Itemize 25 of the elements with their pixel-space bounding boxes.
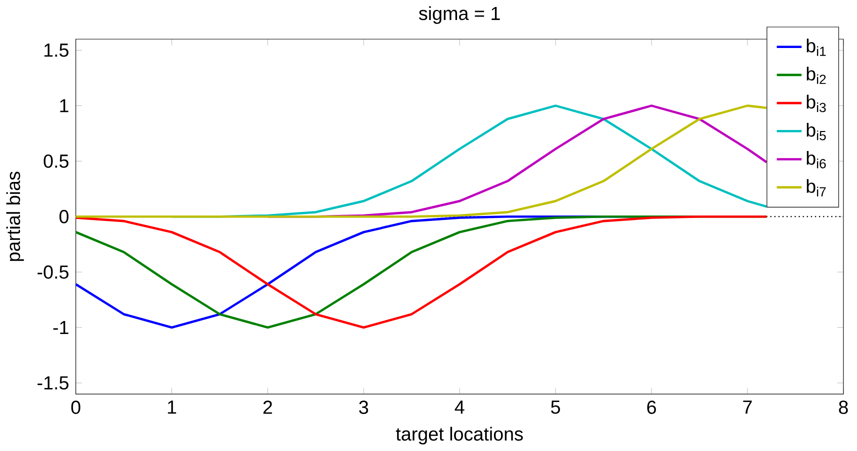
x-tick-label: 0 <box>71 400 80 414</box>
y-tick-label: 1 <box>60 99 68 112</box>
x-tick-label: 5 <box>551 400 560 414</box>
y-tick-label: 0 <box>59 210 68 224</box>
x-tick-label: 1 <box>168 400 176 414</box>
y-tick-label: -0.5 <box>38 266 68 279</box>
y-tick-label: 0.5 <box>44 154 68 168</box>
chart-title: sigma = 1 <box>418 6 500 24</box>
legend-label: b$_{i3}$ <box>806 94 826 112</box>
legend-label: b$_{i5}$ <box>806 123 826 140</box>
x-axis-title: target locations <box>396 426 523 445</box>
y-axis-title: partial bias <box>6 172 24 262</box>
legend-label: b$_{i7}$ <box>806 179 826 196</box>
legend-label: b$_{i1}$ <box>806 38 826 56</box>
x-tick-label: 8 <box>838 400 848 414</box>
x-tick-label: 4 <box>454 400 464 414</box>
x-tick-label: 6 <box>647 400 656 414</box>
x-tick-label: 2 <box>263 400 272 414</box>
legend-label: b$_{i6}$ <box>806 151 826 168</box>
legend-label: b$_{i2}$ <box>806 66 826 84</box>
x-tick-label: 7 <box>743 400 752 414</box>
y-tick-label: -1.5 <box>38 376 68 390</box>
x-tick-label: 3 <box>359 400 368 414</box>
y-tick-label: 1.5 <box>44 44 68 57</box>
y-tick-label: -1 <box>53 321 68 334</box>
